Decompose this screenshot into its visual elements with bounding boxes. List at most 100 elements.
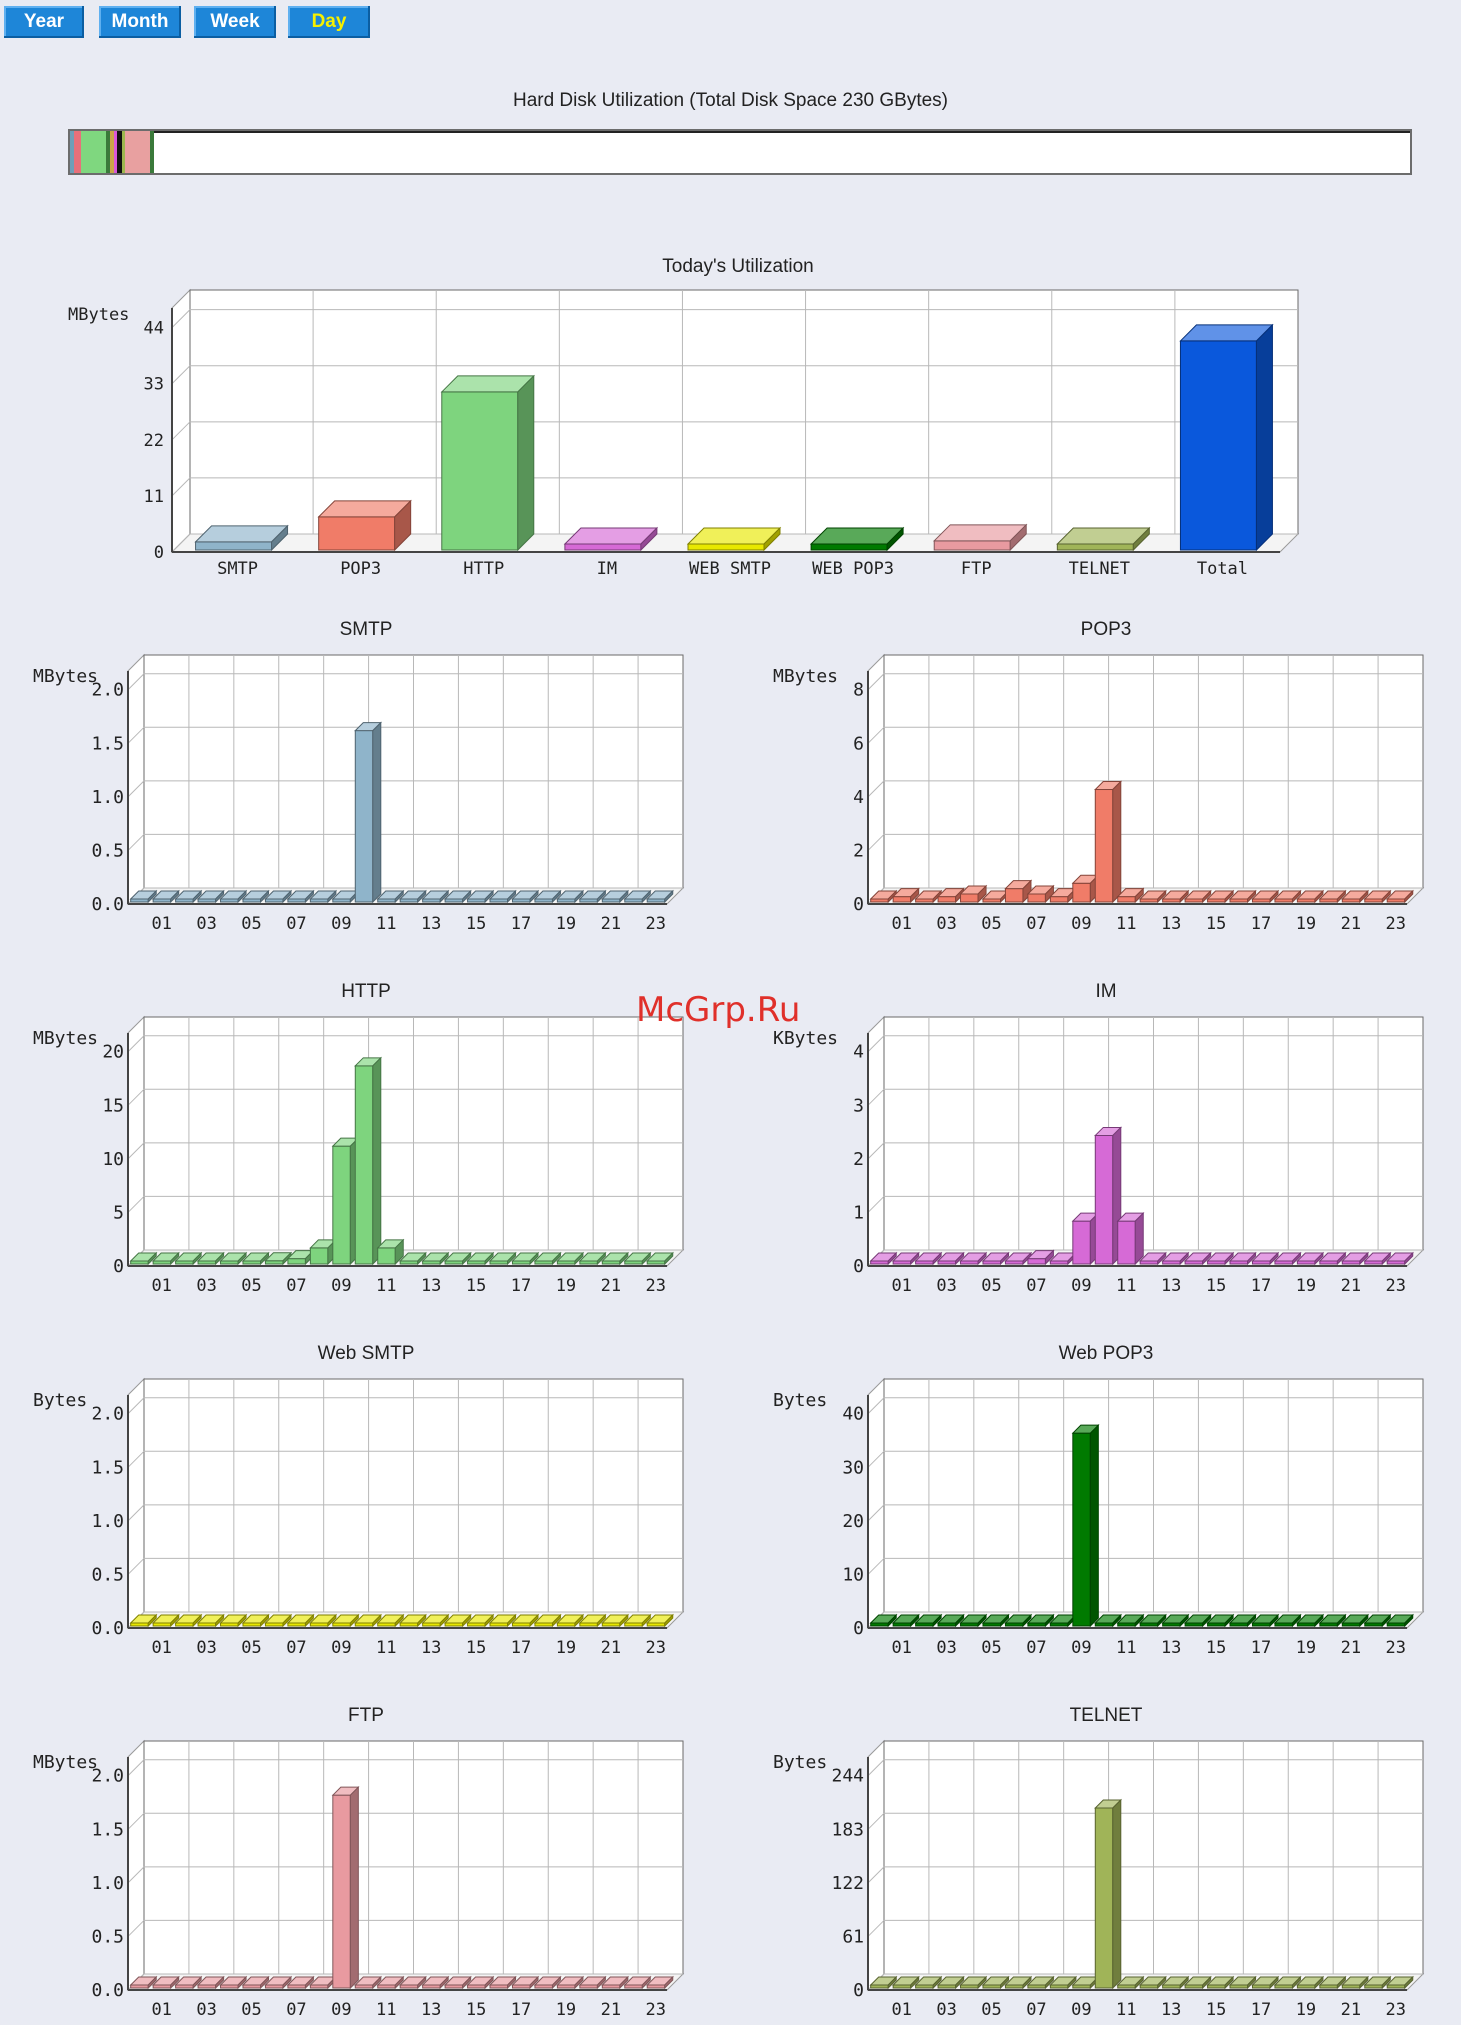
pop3-xtick-label: 15 — [1206, 914, 1226, 934]
websmtp-bar-7-side — [304, 1613, 314, 1628]
ftp-bar-17 — [511, 1975, 540, 1990]
webpop3-bar-4-side — [977, 1613, 987, 1628]
webpop3-bar-12 — [1138, 1613, 1167, 1628]
websmtp-bar-22 — [623, 1613, 652, 1628]
tab-month[interactable]: Month — [99, 6, 181, 38]
chart-today: 0 11 22 33 44 MBytes Today's Utilization SMTP PO… — [68, 256, 1300, 579]
http-unit-label: MBytes — [33, 1028, 98, 1049]
today-bar-1-side — [394, 499, 412, 552]
pop3-bar-14 — [1183, 889, 1212, 904]
today-bar-8-side — [1255, 323, 1273, 552]
http-bar-0-side — [147, 1251, 157, 1266]
ftp-bar-14-side — [462, 1975, 472, 1990]
telnet-bar-1 — [891, 1975, 920, 1990]
smtp-bar-19-side — [574, 889, 584, 904]
pop3-bar-8-front — [1049, 896, 1069, 903]
ftp-bar-22-side — [641, 1975, 651, 1990]
tab-week[interactable]: Week — [194, 6, 276, 38]
http-bar-17 — [511, 1251, 540, 1266]
disk-segment-9 — [150, 131, 154, 173]
im-bar-20 — [1318, 1251, 1347, 1266]
telnet-bar-20-side — [1336, 1975, 1346, 1990]
today-bar-0-side — [271, 524, 289, 552]
smtp-bar-14 — [443, 889, 472, 904]
ftp-bar-15-side — [484, 1975, 494, 1990]
webpop3-bar-1-side — [910, 1613, 920, 1628]
telnet-xtick-label: 09 — [1071, 2000, 1091, 2020]
disk-segment-7 — [122, 131, 125, 173]
websmtp-bar-17-side — [529, 1613, 539, 1628]
smtp-bar-23 — [646, 889, 674, 904]
smtp-bar-6 — [264, 889, 293, 904]
pop3-bar-4 — [959, 884, 988, 904]
telnet-bar-22-side — [1381, 1975, 1391, 1990]
ftp-ytick-label: 1.5 — [91, 1819, 124, 1840]
websmtp-bar-5-side — [260, 1613, 270, 1628]
http-bar-15-side — [484, 1251, 494, 1266]
smtp-xtick-label: 13 — [421, 914, 441, 934]
smtp-ytick-label: 0.0 — [91, 894, 124, 915]
im-xtick-label: 23 — [1386, 1276, 1406, 1296]
http-ytick-label: 10 — [102, 1149, 124, 1170]
http-bar-11-front — [377, 1247, 396, 1265]
pop3-bar-14-side — [1202, 889, 1212, 904]
websmtp-bar-14-side — [462, 1613, 472, 1628]
im-ytick-label: 0 — [853, 1256, 864, 1277]
today-bar-8-front — [1179, 340, 1257, 551]
http-bar-21-side — [619, 1251, 629, 1266]
pop3-bar-8 — [1049, 887, 1078, 904]
http-ytick-label: 20 — [102, 1042, 124, 1063]
chart-pop3: 0 2 4 6 8 MBytes POP3 01 03 05 07 09 11 13 15 17 19 21 23 — [773, 619, 1425, 934]
webpop3-wgrid — [867, 1558, 885, 1575]
tab-day[interactable]: Day — [288, 6, 370, 38]
http-bar-12 — [398, 1251, 427, 1266]
telnet-bar-3-side — [955, 1975, 965, 1990]
ftp-wgrid — [127, 1920, 145, 1937]
im-bar-3-side — [955, 1251, 965, 1266]
http-bar-23 — [646, 1251, 674, 1266]
websmtp-xtick-label: 23 — [646, 1638, 666, 1658]
tab-year[interactable]: Year — [4, 6, 84, 38]
im-bar-15-side — [1224, 1251, 1234, 1266]
webpop3-xtick-label: 01 — [891, 1638, 911, 1658]
http-bar-10 — [354, 1056, 383, 1266]
smtp-xtick-label: 01 — [151, 914, 171, 934]
webpop3-bar-19-side — [1314, 1613, 1324, 1628]
today-xtick-label: TELNET — [1069, 559, 1130, 579]
disk-segment-5 — [114, 131, 117, 173]
websmtp-bar-8-side — [327, 1613, 337, 1628]
webpop3-bar-21 — [1341, 1613, 1370, 1628]
smtp-wgrid — [127, 726, 145, 744]
today-xtick-label: WEB POP3 — [812, 559, 894, 579]
smtp-bar-7 — [286, 889, 315, 904]
telnet-xtick-label: 13 — [1161, 2000, 1181, 2020]
today-bar-2-side — [517, 374, 535, 552]
websmtp-xtick-label: 17 — [511, 1638, 531, 1658]
websmtp-bar-16 — [488, 1613, 517, 1628]
http-bar-1-side — [170, 1251, 180, 1266]
today-bar-4-side — [763, 526, 781, 552]
im-bar-14-side — [1202, 1251, 1212, 1266]
telnet-wgrid — [867, 1812, 885, 1830]
telnet-unit-label: Bytes — [773, 1752, 827, 1773]
http-bar-13-side — [439, 1251, 449, 1266]
websmtp-bar-15-side — [484, 1613, 494, 1628]
im-bar-12-side — [1157, 1251, 1167, 1266]
ftp-bar-16 — [488, 1975, 517, 1990]
ftp-wgrid — [127, 1812, 145, 1830]
webpop3-xtick-label: 23 — [1386, 1638, 1406, 1658]
webpop3-bar-3 — [936, 1613, 965, 1628]
telnet-xtick-label: 05 — [981, 2000, 1001, 2020]
smtp-xtick-label: 05 — [241, 914, 261, 934]
http-bar-5-side — [260, 1251, 270, 1266]
websmtp-bar-5 — [241, 1613, 270, 1628]
im-xtick-label: 21 — [1341, 1276, 1361, 1296]
websmtp-bar-16-side — [507, 1613, 517, 1628]
webpop3-bar-13-side — [1179, 1613, 1189, 1628]
telnet-bar-11 — [1116, 1975, 1145, 1990]
telnet-bar-16-side — [1247, 1975, 1257, 1990]
today-bar-6 — [933, 523, 1028, 552]
smtp-bar-18-side — [551, 889, 561, 904]
smtp-bar-10-front — [354, 730, 374, 903]
websmtp-wgrid — [127, 1397, 145, 1415]
